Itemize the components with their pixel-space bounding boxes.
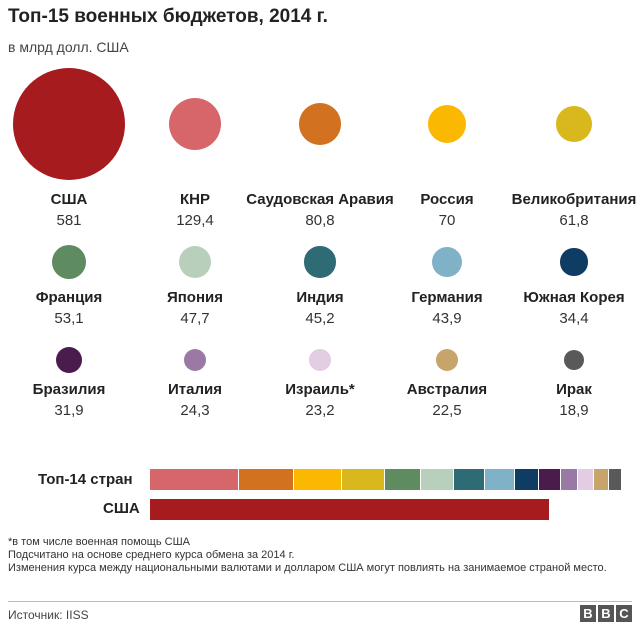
bubble-15: [563, 349, 585, 371]
country-name: Великобритания: [511, 191, 637, 208]
country-name: Индия: [296, 289, 344, 306]
footnote-exchange: Подсчитано на основе среднего курса обме…: [8, 549, 295, 561]
bar-segment-4: [294, 469, 342, 490]
bubble-6: [52, 245, 86, 279]
country-name: Южная Корея: [523, 289, 625, 306]
budget-value: 45,2: [305, 310, 335, 327]
budget-value: 53,1: [54, 310, 84, 327]
bubble-1: [13, 68, 125, 180]
footnote-israel: *в том числе военная помощь США: [8, 536, 190, 548]
country-name: Германия: [411, 289, 483, 306]
bubble-grid: США 581 КНР 129,4 Саудовская Аравия 80,8 Росси…: [13, 68, 637, 419]
budget-value: 70: [438, 212, 456, 229]
bubble-2: [168, 97, 222, 151]
bar-segment-8: [454, 469, 485, 490]
chart-subtitle: в млрд долл. США: [8, 39, 129, 55]
budget-value: 129,4: [176, 212, 214, 229]
budget-value: 581: [56, 212, 82, 229]
bar-segment-5: [342, 469, 384, 490]
bar-segment-7: [421, 469, 454, 490]
country-name: КНР: [180, 191, 210, 208]
country-name: Япония: [166, 289, 224, 306]
budget-value: 43,9: [432, 310, 462, 327]
footnotes: *в том числе военная помощь США Подсчита…: [8, 536, 628, 575]
bar-segment-13: [577, 469, 593, 490]
country-name: Австралия: [406, 381, 488, 398]
bubble-9: [431, 246, 463, 278]
bar-segment-15: [609, 469, 621, 490]
country-name: США: [50, 191, 88, 208]
chart-title: Топ-15 военных бюджетов, 2014 г.: [8, 6, 328, 27]
bar-segment-14: [593, 469, 608, 490]
bubble-5: [555, 105, 593, 143]
bar-label-top14: Топ-14 стран: [38, 471, 133, 488]
country-name: Израиль*: [285, 381, 355, 398]
comparison-bars: [150, 469, 630, 523]
bar-segment-12: [560, 469, 577, 490]
bbc-logo: B B C: [580, 605, 632, 622]
bubble-7: [178, 245, 212, 279]
bubble-8: [304, 246, 336, 278]
country-name: Саудовская Аравия: [246, 191, 394, 208]
bar-segment-3: [238, 469, 294, 490]
bar-segment-6: [384, 469, 421, 490]
country-name: Франция: [35, 289, 103, 306]
budget-value: 23,2: [305, 402, 335, 419]
country-name: Ирак: [556, 381, 592, 398]
bubble-10: [560, 248, 588, 276]
footer-divider: [8, 601, 632, 602]
bubble-11: [55, 346, 83, 374]
budget-value: 80,8: [305, 212, 335, 229]
budget-value: 22,5: [432, 402, 462, 419]
bar-segment-11: [539, 469, 560, 490]
bbc-logo-letter: B: [580, 605, 596, 622]
footnote-rates: Изменения курса между национальными валю…: [8, 562, 607, 574]
budget-value: 47,7: [180, 310, 210, 327]
budget-value: 24,3: [180, 402, 210, 419]
budget-value: 18,9: [559, 402, 589, 419]
budget-value: 34,4: [559, 310, 589, 327]
bubble-13: [308, 348, 332, 372]
bbc-logo-letter: B: [598, 605, 614, 622]
bar-segment-10: [515, 469, 538, 490]
country-name: Бразилия: [32, 381, 106, 398]
source-text: Источник: IISS: [8, 608, 89, 622]
bubble-4: [427, 104, 467, 144]
bar-segment-9: [485, 469, 515, 490]
bar-label-usa: США: [103, 500, 140, 517]
bar-segment-usa: [150, 499, 550, 520]
bubble-12: [183, 348, 207, 372]
bar-segment-2: [150, 469, 238, 490]
budget-value: 31,9: [54, 402, 84, 419]
budget-value: 61,8: [559, 212, 589, 229]
bubble-3: [299, 103, 341, 145]
country-name: Россия: [420, 191, 474, 208]
bbc-logo-letter: C: [616, 605, 632, 622]
bubble-14: [435, 348, 458, 371]
country-name: Италия: [168, 381, 222, 398]
